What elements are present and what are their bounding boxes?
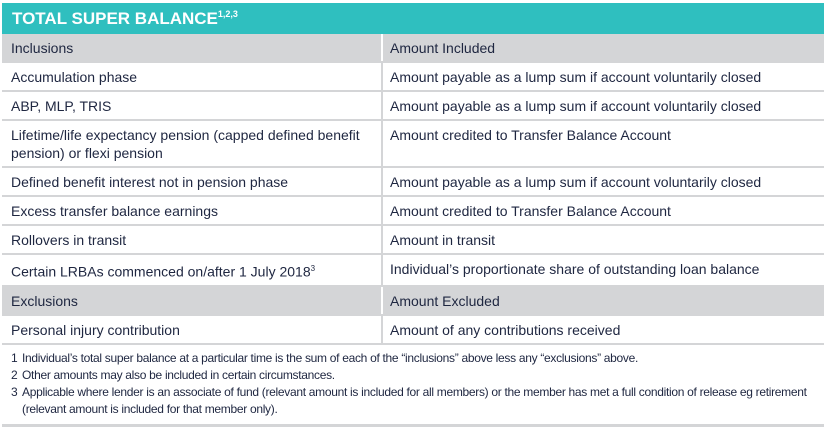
amount-cell: Amount of any contributions received [390,321,621,338]
footnote-number: 3 [11,384,18,399]
header-cell: Amount Included [390,40,496,56]
title-text: TOTAL SUPER BALANCE [12,9,218,28]
item-cell: Excess transfer balance earnings [2,197,383,224]
table-row: Personal injury contribution Amount of an… [2,315,824,345]
item-cell: Rollovers in transit [2,226,383,253]
amount-cell: Amount credited to Transfer Balance Acco… [390,127,671,143]
footnote-number: 2 [11,367,18,382]
total-super-balance-table: TOTAL SUPER BALANCE1,2,3 Inclusions Amoun… [2,3,824,427]
table-row: Lifetime/life expectancy pension (capped… [2,121,824,168]
item-cell: Certain LRBAs commenced on/after 1 July … [2,255,383,285]
amount-cell: Amount credited to Transfer Balance Acco… [390,203,671,219]
item-text: Excess transfer balance earnings [11,203,218,219]
header-cell: Amount Excluded [390,292,500,309]
footnote: 1 Individual’s total super balance at a p… [11,350,824,367]
header-cell: Exclusions [2,286,383,314]
table-title: TOTAL SUPER BALANCE1,2,3 [2,3,824,34]
exclusions-header-row: Exclusions Amount Excluded [2,286,824,316]
item-text: ABP, MLP, TRIS [11,98,112,114]
table-row: Certain LRBAs commenced on/after 1 July … [2,255,824,287]
footnote-text: Applicable where lender is an associate … [22,384,807,416]
footnotes: 1 Individual’s total super balance at a p… [2,345,824,427]
amount-cell: Individual’s proportionate share of outs… [390,261,760,277]
item-text: Lifetime/life expectancy pension (capped… [11,127,360,161]
footnote-number: 1 [11,350,18,365]
amount-cell: Amount payable as a lump sum if account … [390,174,762,190]
item-text: Certain LRBAs commenced on/after 1 July … [11,263,311,280]
item-text: Defined benefit interest not in pension … [11,174,289,190]
footnote-text: Individual’s total super balance at a pa… [22,350,639,365]
inclusions-header-row: Inclusions Amount Included [2,34,824,63]
footnote-ref: 3 [310,264,316,273]
item-cell: Accumulation phase [2,63,383,90]
header-cell: Inclusions [2,34,383,61]
item-text: Personal injury contribution [11,321,180,338]
table-row: Rollovers in transit Amount in transit [2,226,824,255]
table-row: ABP, MLP, TRIS Amount payable as a lump s… [2,92,824,121]
amount-cell: Amount payable as a lump sum if account … [390,98,762,114]
table-row: Excess transfer balance earnings Amount c… [2,197,824,226]
item-cell: Lifetime/life expectancy pension (capped… [2,121,383,166]
item-cell: Defined benefit interest not in pension … [2,168,383,195]
amount-cell: Amount payable as a lump sum if account … [390,69,762,85]
table-row: Defined benefit interest not in pension … [2,168,824,197]
item-text: Accumulation phase [11,69,138,85]
title-footnote-refs: 1,2,3 [217,9,238,19]
amount-cell: Amount in transit [390,232,496,248]
item-text: Rollovers in transit [11,232,127,248]
item-cell: ABP, MLP, TRIS [2,92,383,119]
item-cell: Personal injury contribution [2,315,383,343]
footnote: 2 Other amounts may also be included in c… [11,367,824,384]
footnote: 3 Applicable where lender is an associate… [11,384,824,418]
table-row: Accumulation phase Amount payable as a lu… [2,63,824,92]
footnote-text: Other amounts may also be included in ce… [22,367,335,382]
